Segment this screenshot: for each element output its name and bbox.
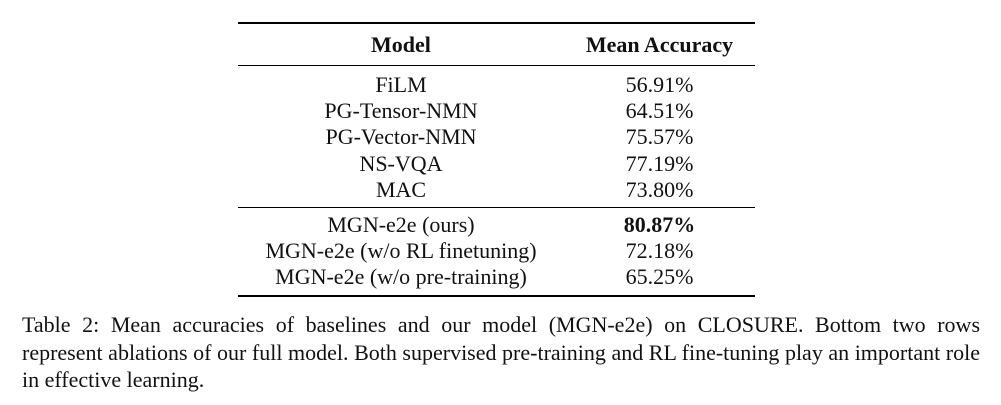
- table-row: MGN-e2e (ours) 80.87%: [238, 212, 755, 238]
- accuracy-cell-best: 80.87%: [623, 212, 696, 238]
- accuracy-cell: 64.51%: [625, 98, 694, 124]
- accuracy-cell: 77.19%: [625, 150, 694, 176]
- model-cell: MGN-e2e (w/o pre-training): [275, 264, 527, 290]
- model-cell: PG-Tensor-NMN: [324, 98, 478, 124]
- table-row: MAC 73.80%: [238, 177, 755, 203]
- table-row: PG-Tensor-NMN 64.51%: [238, 98, 755, 124]
- model-cell: MGN-e2e (ours): [327, 212, 475, 238]
- model-cell: PG-Vector-NMN: [325, 124, 477, 150]
- table-divider: [238, 65, 755, 73]
- accuracy-cell: 75.57%: [625, 124, 694, 150]
- caption-label: Table 2:: [22, 312, 100, 337]
- model-cell: FiLM: [375, 72, 427, 98]
- header-mean-accuracy: Mean Accuracy: [585, 32, 734, 57]
- model-cell: NS-VQA: [359, 150, 443, 176]
- table-row: NS-VQA 77.19%: [238, 151, 755, 177]
- results-table: Model Mean Accuracy FiLM 56.91% PG-Tenso…: [238, 22, 755, 297]
- model-cell: MGN-e2e (w/o RL finetuning): [265, 238, 537, 264]
- accuracy-cell: 73.80%: [625, 176, 694, 202]
- table-divider: [238, 207, 755, 212]
- table-row: MGN-e2e (w/o pre-training) 65.25%: [238, 264, 755, 296]
- table-caption: Table 2: Mean accuracies of baselines an…: [22, 311, 980, 394]
- model-cell: MAC: [375, 176, 427, 202]
- table-row: FiLM 56.91%: [238, 72, 755, 98]
- table-row: PG-Vector-NMN 75.57%: [238, 124, 755, 150]
- accuracy-cell: 72.18%: [625, 238, 694, 264]
- table-header-row: Model Mean Accuracy: [238, 23, 755, 66]
- results-table-container: Model Mean Accuracy FiLM 56.91% PG-Tenso…: [238, 22, 755, 297]
- accuracy-cell: 65.25%: [625, 264, 694, 290]
- accuracy-cell: 56.91%: [625, 72, 694, 98]
- table-row: MGN-e2e (w/o RL finetuning) 72.18%: [238, 238, 755, 264]
- header-model: Model: [371, 32, 431, 57]
- caption-text: Mean accuracies of baselines and our mod…: [22, 312, 981, 392]
